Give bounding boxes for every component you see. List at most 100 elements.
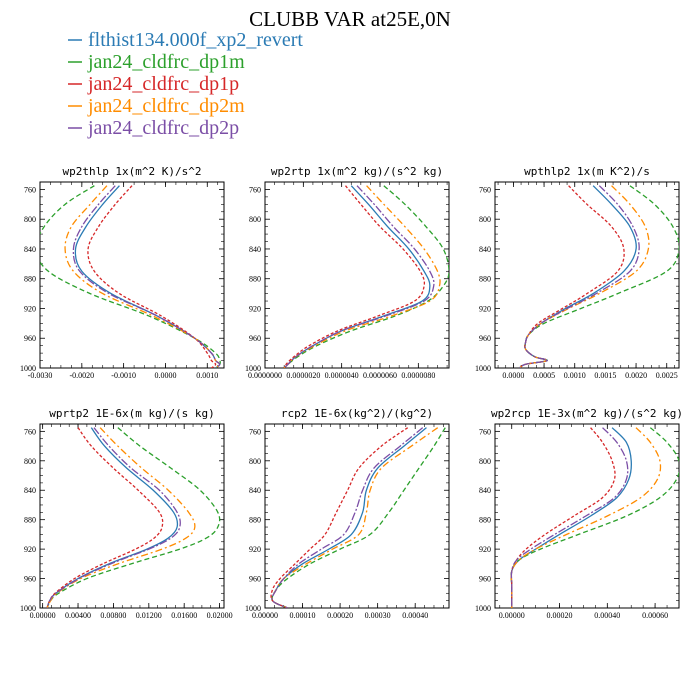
y-tick-label: 840	[479, 245, 491, 254]
y-tick-label: 840	[249, 245, 261, 254]
panel: wprtp2 1E-6x(m kg)/(s kg) 760 800 840 880 920…	[20, 407, 233, 620]
y-tick-label: 920	[479, 304, 491, 313]
x-tick-label: 0.0000	[154, 371, 176, 380]
y-tick-label: 800	[24, 457, 36, 466]
y-tick-label: 800	[249, 457, 261, 466]
y-tick-label: 840	[24, 245, 36, 254]
panel-title: wp2rcp 1E-3x(m^2 kg)/(s^2 kg)	[491, 407, 683, 420]
series-line	[519, 185, 679, 368]
series-group	[40, 185, 221, 368]
x-tick-label: -0.0030	[28, 371, 53, 380]
x-tick-label: -0.0020	[69, 371, 94, 380]
x-tick-label: 0.0000000	[248, 371, 282, 380]
panel-title: wp2rtp 1x(m^2 kg)/(s^2 kg)	[271, 165, 443, 178]
legend: flthist134.000f_xp2_revert jan24_cldfrc_d…	[68, 29, 303, 139]
panel: rcp2 1E-6x(kg^2)/(kg^2) 760 800 840 880 920 96…	[245, 407, 450, 620]
y-tick-label: 760	[479, 427, 491, 436]
series-group	[283, 185, 449, 368]
x-tick-label: 0.0005	[533, 371, 555, 380]
y-tick-label: 840	[24, 486, 36, 495]
y-tick-label: 840	[479, 486, 491, 495]
y-tick-label: 800	[479, 457, 491, 466]
y-tick-label: 760	[24, 185, 36, 194]
y-tick-label: 920	[249, 545, 261, 554]
y-tick-label: 840	[249, 486, 261, 495]
series-line	[519, 185, 640, 368]
y-tick-label: 960	[479, 334, 491, 343]
y-tick-label: 1000	[20, 604, 36, 613]
panel-title: wpthlp2 1x(m K^2)/s	[524, 165, 650, 178]
legend-entry: jan24_cldfrc_dp2p	[68, 117, 239, 139]
series-line	[46, 427, 221, 608]
y-tick-label: 920	[24, 545, 36, 554]
x-tick-label: 0.01600	[171, 611, 197, 620]
series-line	[283, 185, 449, 368]
x-tick-label: 0.00030	[365, 611, 391, 620]
plot-frame	[494, 423, 680, 609]
x-tick-label: 0.00400	[65, 611, 91, 620]
panel-title: wprtp2 1E-6x(m kg)/(s kg)	[49, 407, 215, 420]
legend-entry: flthist134.000f_xp2_revert	[68, 29, 303, 51]
series-line	[283, 185, 441, 368]
y-tick-label: 960	[24, 334, 36, 343]
y-tick-label: 1000	[245, 364, 261, 373]
series-group	[510, 427, 679, 608]
y-tick-label: 760	[249, 185, 261, 194]
x-tick-label: 0.00020	[327, 611, 353, 620]
x-tick-label: 0.00000	[30, 611, 56, 620]
legend-label: jan24_cldfrc_dp2p	[87, 117, 239, 139]
y-tick-label: 960	[249, 575, 261, 584]
y-tick-label: 760	[249, 427, 261, 436]
y-tick-label: 880	[479, 275, 491, 284]
x-tick-label: 0.0000080	[401, 371, 435, 380]
x-tick-label: 0.0025	[656, 371, 678, 380]
y-tick-label: 880	[24, 275, 36, 284]
legend-label: jan24_cldfrc_dp2m	[87, 95, 245, 117]
y-tick-label: 1000	[475, 364, 491, 373]
series-line	[519, 185, 637, 368]
series-line	[519, 185, 625, 368]
x-tick-label: 0.0000	[502, 371, 524, 380]
series-group	[519, 185, 679, 368]
series-line	[46, 427, 196, 608]
x-tick-label: 0.00010	[290, 611, 316, 620]
plot-frame	[39, 423, 225, 609]
y-tick-label: 880	[249, 275, 261, 284]
legend-entry: jan24_cldfrc_dp1p	[68, 73, 239, 95]
series-line	[283, 185, 431, 368]
legend-entry: jan24_cldfrc_dp2m	[68, 95, 245, 117]
x-tick-label: 0.00020	[547, 611, 573, 620]
y-tick-label: 760	[24, 427, 36, 436]
x-tick-label: 0.00000	[252, 611, 278, 620]
y-tick-label: 960	[24, 575, 36, 584]
plot-frame	[39, 181, 225, 369]
y-tick-label: 800	[479, 215, 491, 224]
x-tick-label: 0.0010	[196, 371, 218, 380]
x-tick-label: 0.0020	[625, 371, 647, 380]
series-line	[40, 185, 221, 368]
panel-title: wp2thlp 1x(m^2 K)/s^2	[62, 165, 201, 178]
series-line	[271, 427, 446, 608]
series-line	[283, 185, 435, 368]
y-tick-label: 1000	[20, 364, 36, 373]
y-tick-label: 880	[249, 516, 261, 525]
series-line	[510, 427, 632, 608]
series-line	[271, 427, 424, 608]
panel: wp2rtp 1x(m^2 kg)/(s^2 kg) 760 800 840 880 92…	[245, 165, 450, 380]
x-tick-label: 0.01200	[136, 611, 162, 620]
series-line	[46, 427, 164, 608]
x-tick-label: 0.00800	[100, 611, 126, 620]
y-tick-label: 920	[479, 545, 491, 554]
y-tick-label: 800	[249, 215, 261, 224]
x-tick-label: 0.00040	[594, 611, 620, 620]
y-tick-label: 1000	[475, 604, 491, 613]
series-line	[519, 185, 650, 368]
panel: wp2thlp 1x(m^2 K)/s^2 760 800 840 880 920 960 1…	[20, 165, 225, 380]
y-tick-label: 1000	[245, 604, 261, 613]
series-line	[46, 427, 181, 608]
series-group	[46, 427, 221, 608]
series-line	[510, 427, 679, 608]
series-line	[46, 427, 179, 608]
series-group	[270, 427, 446, 608]
